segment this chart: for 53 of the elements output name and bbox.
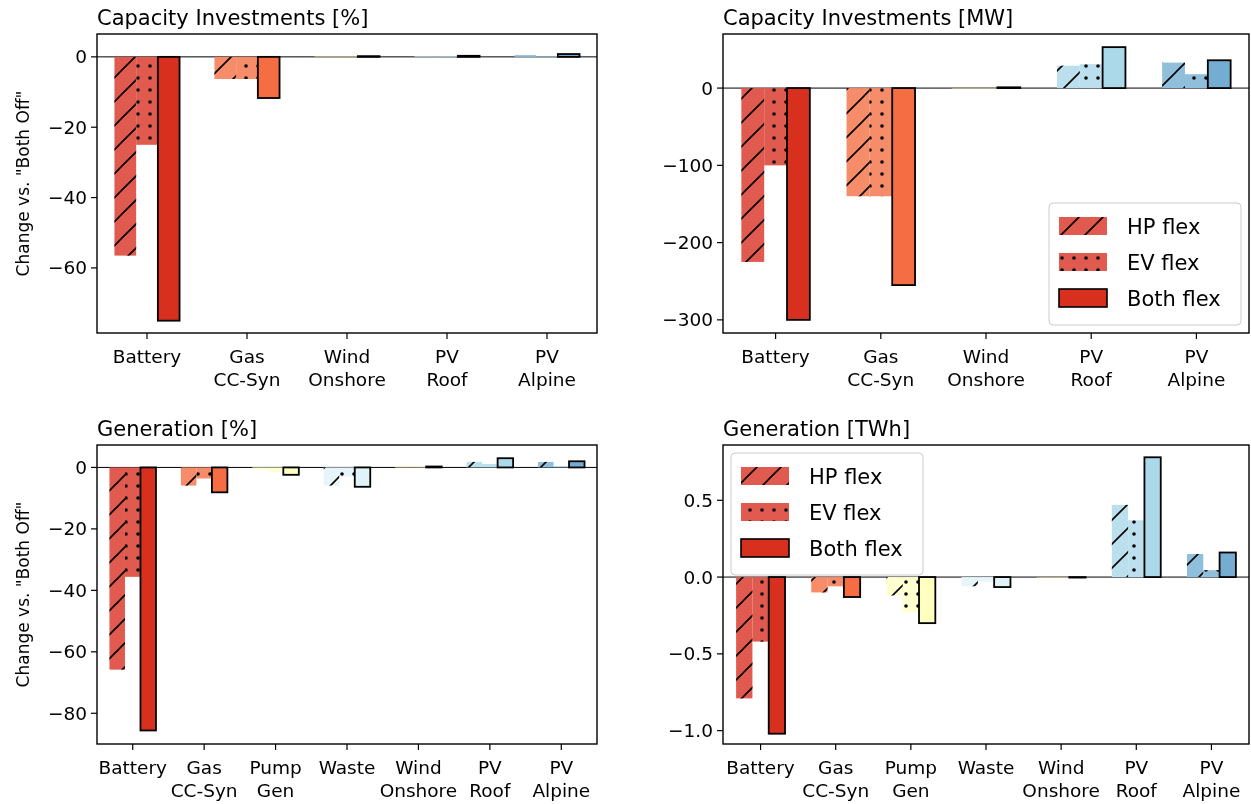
chart-title: Generation [%] (97, 417, 258, 441)
x-tick-label: PV Roof (469, 757, 511, 801)
x-tick-label: PV Alpine (1167, 346, 1226, 390)
legend-label: EV flex (809, 501, 882, 525)
x-tick-label: PV Roof (426, 346, 469, 390)
x-tick-label: Wind Onshore (379, 757, 458, 801)
x-tick-label: Battery (726, 757, 795, 778)
legend-label: Both flex (1127, 287, 1221, 311)
x-tick-label: Gas CC-Syn (170, 757, 238, 801)
x-tick-label: PV Roof (1115, 757, 1158, 801)
y-tick-label: −100 (662, 154, 713, 176)
x-tick-label: Gas CC-Syn (213, 346, 281, 390)
y-tick-label: −1.0 (668, 720, 713, 742)
y-tick-label: −20 (47, 518, 87, 540)
y-tick-label: −80 (47, 702, 87, 724)
x-tick-label: Battery (112, 346, 182, 367)
x-tick-label: Gas CC-Syn (847, 346, 915, 390)
y-tick-label: −40 (47, 579, 87, 601)
x-tick-label: Pump Gen (249, 757, 302, 801)
y-tick-label: −60 (47, 641, 87, 663)
x-tick-label: PV Roof (1070, 346, 1113, 390)
x-tick-label: Wind Onshore (308, 346, 386, 390)
y-axis-title: Change vs. "Both Off" (13, 90, 33, 277)
chart-title: Generation [TWh] (723, 417, 911, 441)
y-tick-label: 0.0 (683, 566, 713, 588)
legend-label: HP flex (809, 465, 883, 489)
y-tick-label: 0 (75, 456, 87, 478)
legend-label: HP flex (1127, 215, 1201, 239)
y-tick-label: −0.5 (668, 643, 713, 665)
x-tick-label: Battery (98, 757, 167, 778)
y-tick-label: −60 (47, 257, 87, 279)
x-tick-label: Wind Onshore (947, 346, 1025, 390)
chart-title: Capacity Investments [MW] (723, 6, 1014, 30)
y-axis-title: Change vs. "Both Off" (13, 501, 33, 688)
y-tick-label: −40 (47, 187, 87, 209)
y-tick-label: −300 (662, 309, 713, 331)
y-tick-label: 0 (75, 46, 87, 68)
x-tick-label: PV Alpine (532, 757, 591, 801)
x-tick-label: Waste (318, 757, 376, 778)
y-tick-label: −20 (47, 116, 87, 138)
y-tick-label: −200 (662, 232, 713, 254)
x-tick-label: Gas CC-Syn (802, 757, 870, 801)
y-tick-label: 0.5 (683, 489, 713, 511)
y-tick-label: 0 (701, 77, 713, 99)
x-tick-label: PV Alpine (1182, 757, 1241, 801)
x-tick-label: Battery (741, 346, 810, 367)
x-tick-label: PV Alpine (518, 346, 576, 390)
x-tick-label: Waste (957, 757, 1015, 778)
chart-title: Capacity Investments [%] (97, 6, 369, 30)
legend-label: Both flex (809, 537, 903, 561)
x-tick-label: Pump Gen (884, 757, 938, 801)
x-tick-label: Wind Onshore (1022, 757, 1100, 801)
legend-label: EV flex (1127, 251, 1200, 275)
